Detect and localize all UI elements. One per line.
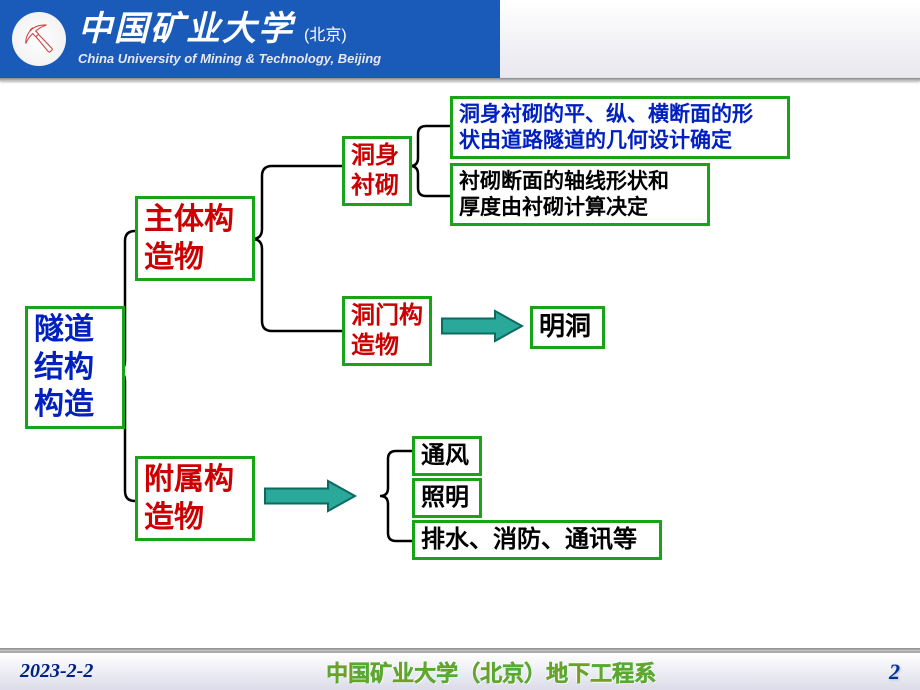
slide-header: ⛏ 中国矿业大学 (北京) China University of Mining…	[0, 0, 920, 78]
university-name-en: China University of Mining & Technology,…	[78, 51, 381, 66]
box-vent: 通风	[412, 436, 482, 476]
box-root: 隧道 结构 构造	[25, 306, 125, 429]
box-desc2: 衬砌断面的轴线形状和 厚度由衬砌计算决定	[450, 163, 710, 226]
box-lining: 洞身 衬砌	[342, 136, 412, 206]
university-text: 中国矿业大学 (北京) China University of Mining &…	[78, 13, 381, 66]
university-bj: (北京)	[304, 21, 347, 45]
slide-body: 隧道 结构 构造主体构 造物附属构 造物 洞身 衬砌洞门构 造物 洞身衬砌的平、纵、…	[0, 81, 920, 651]
box-drain: 排水、消防、通讯等	[412, 520, 662, 560]
footer-page-number: 2	[889, 659, 900, 685]
footer-department: 中国矿业大学（北京）地下工程系	[326, 656, 656, 688]
university-logo: ⛏	[12, 12, 66, 66]
university-name-cn: 中国矿业大学	[78, 11, 294, 48]
box-main_struct: 主体构 造物	[135, 196, 255, 281]
header-right	[500, 0, 920, 78]
header-left: ⛏ 中国矿业大学 (北京) China University of Mining…	[0, 0, 500, 78]
slide-footer: 2023-2-2 中国矿业大学（北京）地下工程系 2	[0, 651, 920, 690]
box-desc1: 洞身衬砌的平、纵、横断面的形 状由道路隧道的几何设计确定	[450, 96, 790, 159]
box-mingdong: 明洞	[530, 306, 605, 349]
box-aux_struct: 附属构 造物	[135, 456, 255, 541]
box-portal: 洞门构 造物	[342, 296, 432, 366]
footer-date: 2023-2-2	[20, 660, 93, 683]
box-light: 照明	[412, 478, 482, 518]
